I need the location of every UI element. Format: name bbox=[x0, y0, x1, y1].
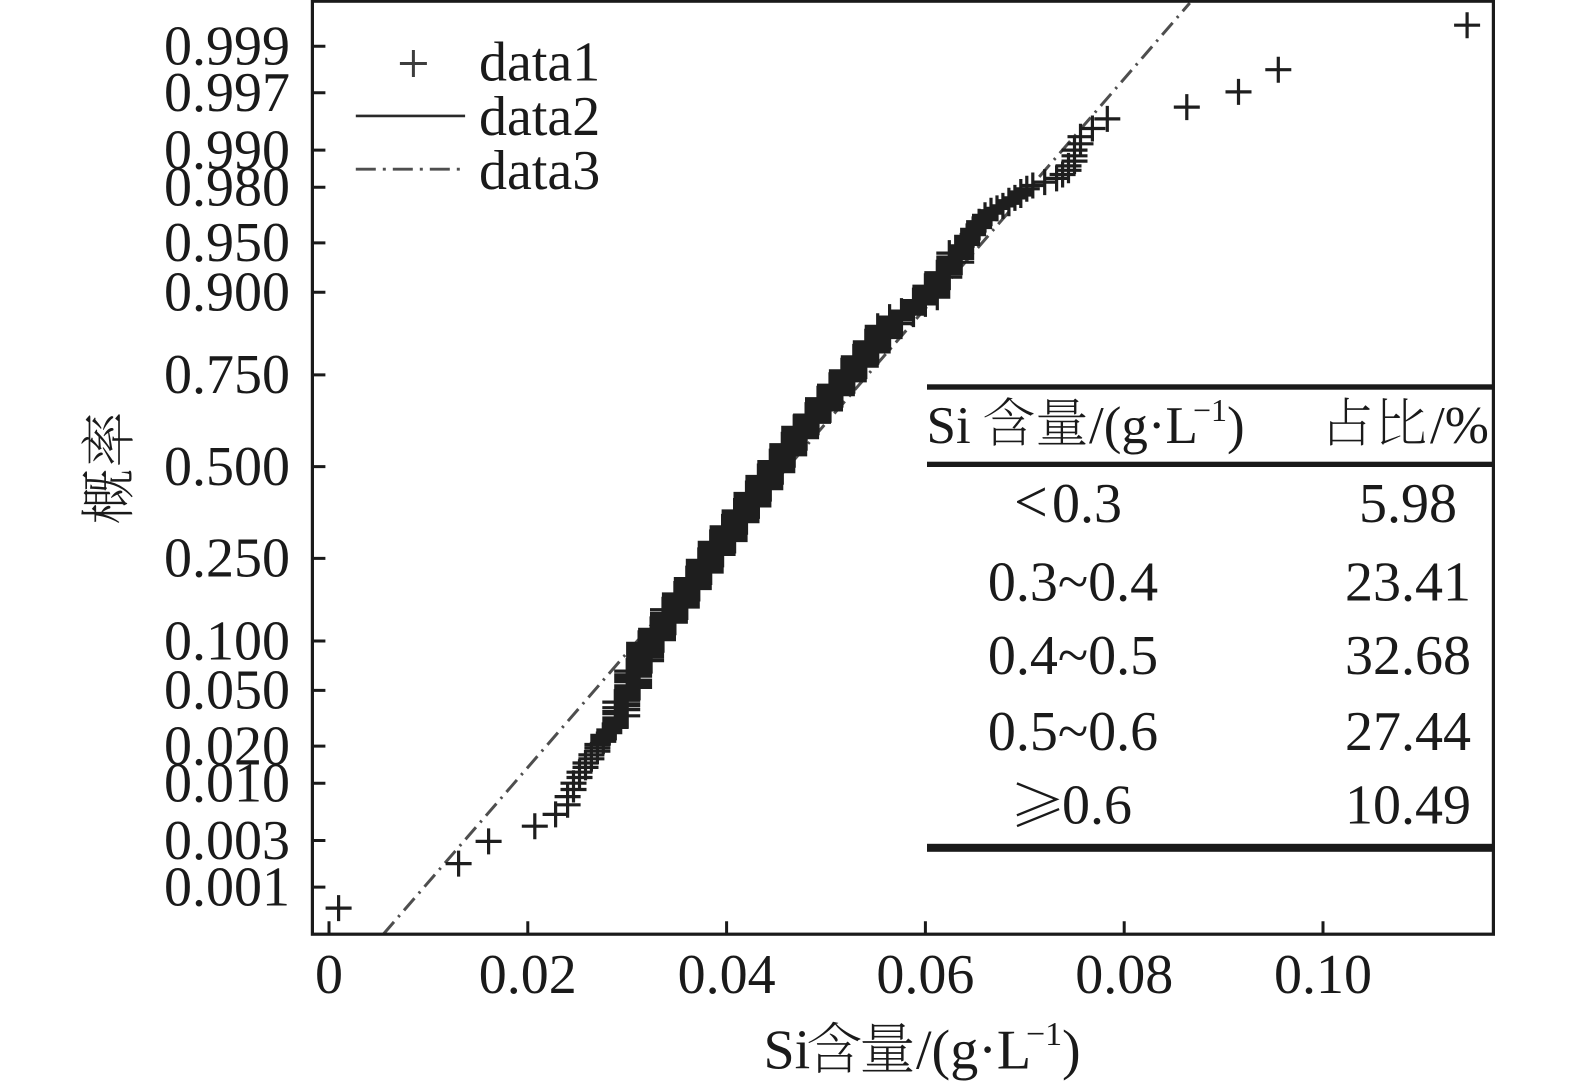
svg-text:0.020: 0.020 bbox=[164, 715, 290, 777]
svg-text:0.08: 0.08 bbox=[1075, 944, 1173, 1006]
svg-text:Si: Si bbox=[927, 397, 971, 455]
svg-text:0.050: 0.050 bbox=[164, 660, 290, 722]
svg-text:10.49: 10.49 bbox=[1345, 774, 1471, 836]
svg-text:0.997: 0.997 bbox=[164, 62, 290, 124]
svg-text:0.500: 0.500 bbox=[164, 436, 290, 498]
svg-text:data3: data3 bbox=[479, 140, 600, 202]
svg-text:0.250: 0.250 bbox=[164, 528, 290, 590]
svg-text:0.950: 0.950 bbox=[164, 212, 290, 274]
svg-text:0.10: 0.10 bbox=[1274, 944, 1372, 1006]
svg-text:27.44: 27.44 bbox=[1345, 701, 1471, 763]
svg-text:0.900: 0.900 bbox=[164, 262, 290, 324]
svg-text:0.6: 0.6 bbox=[1062, 774, 1132, 836]
svg-text:data2: data2 bbox=[479, 86, 600, 148]
svg-text:0.003: 0.003 bbox=[164, 810, 290, 872]
svg-text:0.010: 0.010 bbox=[164, 753, 290, 815]
svg-text:/(g·L: /(g·L bbox=[1089, 397, 1198, 455]
svg-text:0.3~0.4: 0.3~0.4 bbox=[988, 551, 1158, 613]
svg-text:<: < bbox=[1014, 469, 1048, 535]
svg-text:32.68: 32.68 bbox=[1345, 625, 1471, 687]
svg-text:−1: −1 bbox=[1193, 392, 1227, 428]
svg-text:/%: /% bbox=[1430, 397, 1489, 455]
svg-text:): ) bbox=[1227, 397, 1245, 455]
svg-text:5.98: 5.98 bbox=[1359, 473, 1457, 535]
svg-text:0.06: 0.06 bbox=[876, 944, 974, 1006]
svg-text:−1: −1 bbox=[1026, 1016, 1062, 1053]
svg-text:0.02: 0.02 bbox=[479, 944, 577, 1006]
svg-text:0.3: 0.3 bbox=[1052, 473, 1122, 535]
svg-text:0: 0 bbox=[315, 944, 343, 1006]
svg-text:0.4~0.5: 0.4~0.5 bbox=[988, 625, 1158, 687]
svg-text:0.990: 0.990 bbox=[164, 119, 290, 181]
svg-text:/(g·L: /(g·L bbox=[916, 1020, 1031, 1082]
svg-text:Si: Si bbox=[764, 1020, 811, 1082]
svg-text:0.5~0.6: 0.5~0.6 bbox=[988, 701, 1158, 763]
svg-text:data1: data1 bbox=[479, 31, 600, 93]
svg-text:0.100: 0.100 bbox=[164, 610, 290, 672]
svg-text:0.980: 0.980 bbox=[164, 157, 290, 219]
svg-text:): ) bbox=[1062, 1020, 1081, 1082]
svg-text:0.04: 0.04 bbox=[678, 944, 776, 1006]
svg-text:0.750: 0.750 bbox=[164, 344, 290, 406]
svg-text:0.999: 0.999 bbox=[164, 16, 290, 78]
svg-text:0.001: 0.001 bbox=[164, 856, 290, 918]
svg-text:23.41: 23.41 bbox=[1345, 551, 1471, 613]
